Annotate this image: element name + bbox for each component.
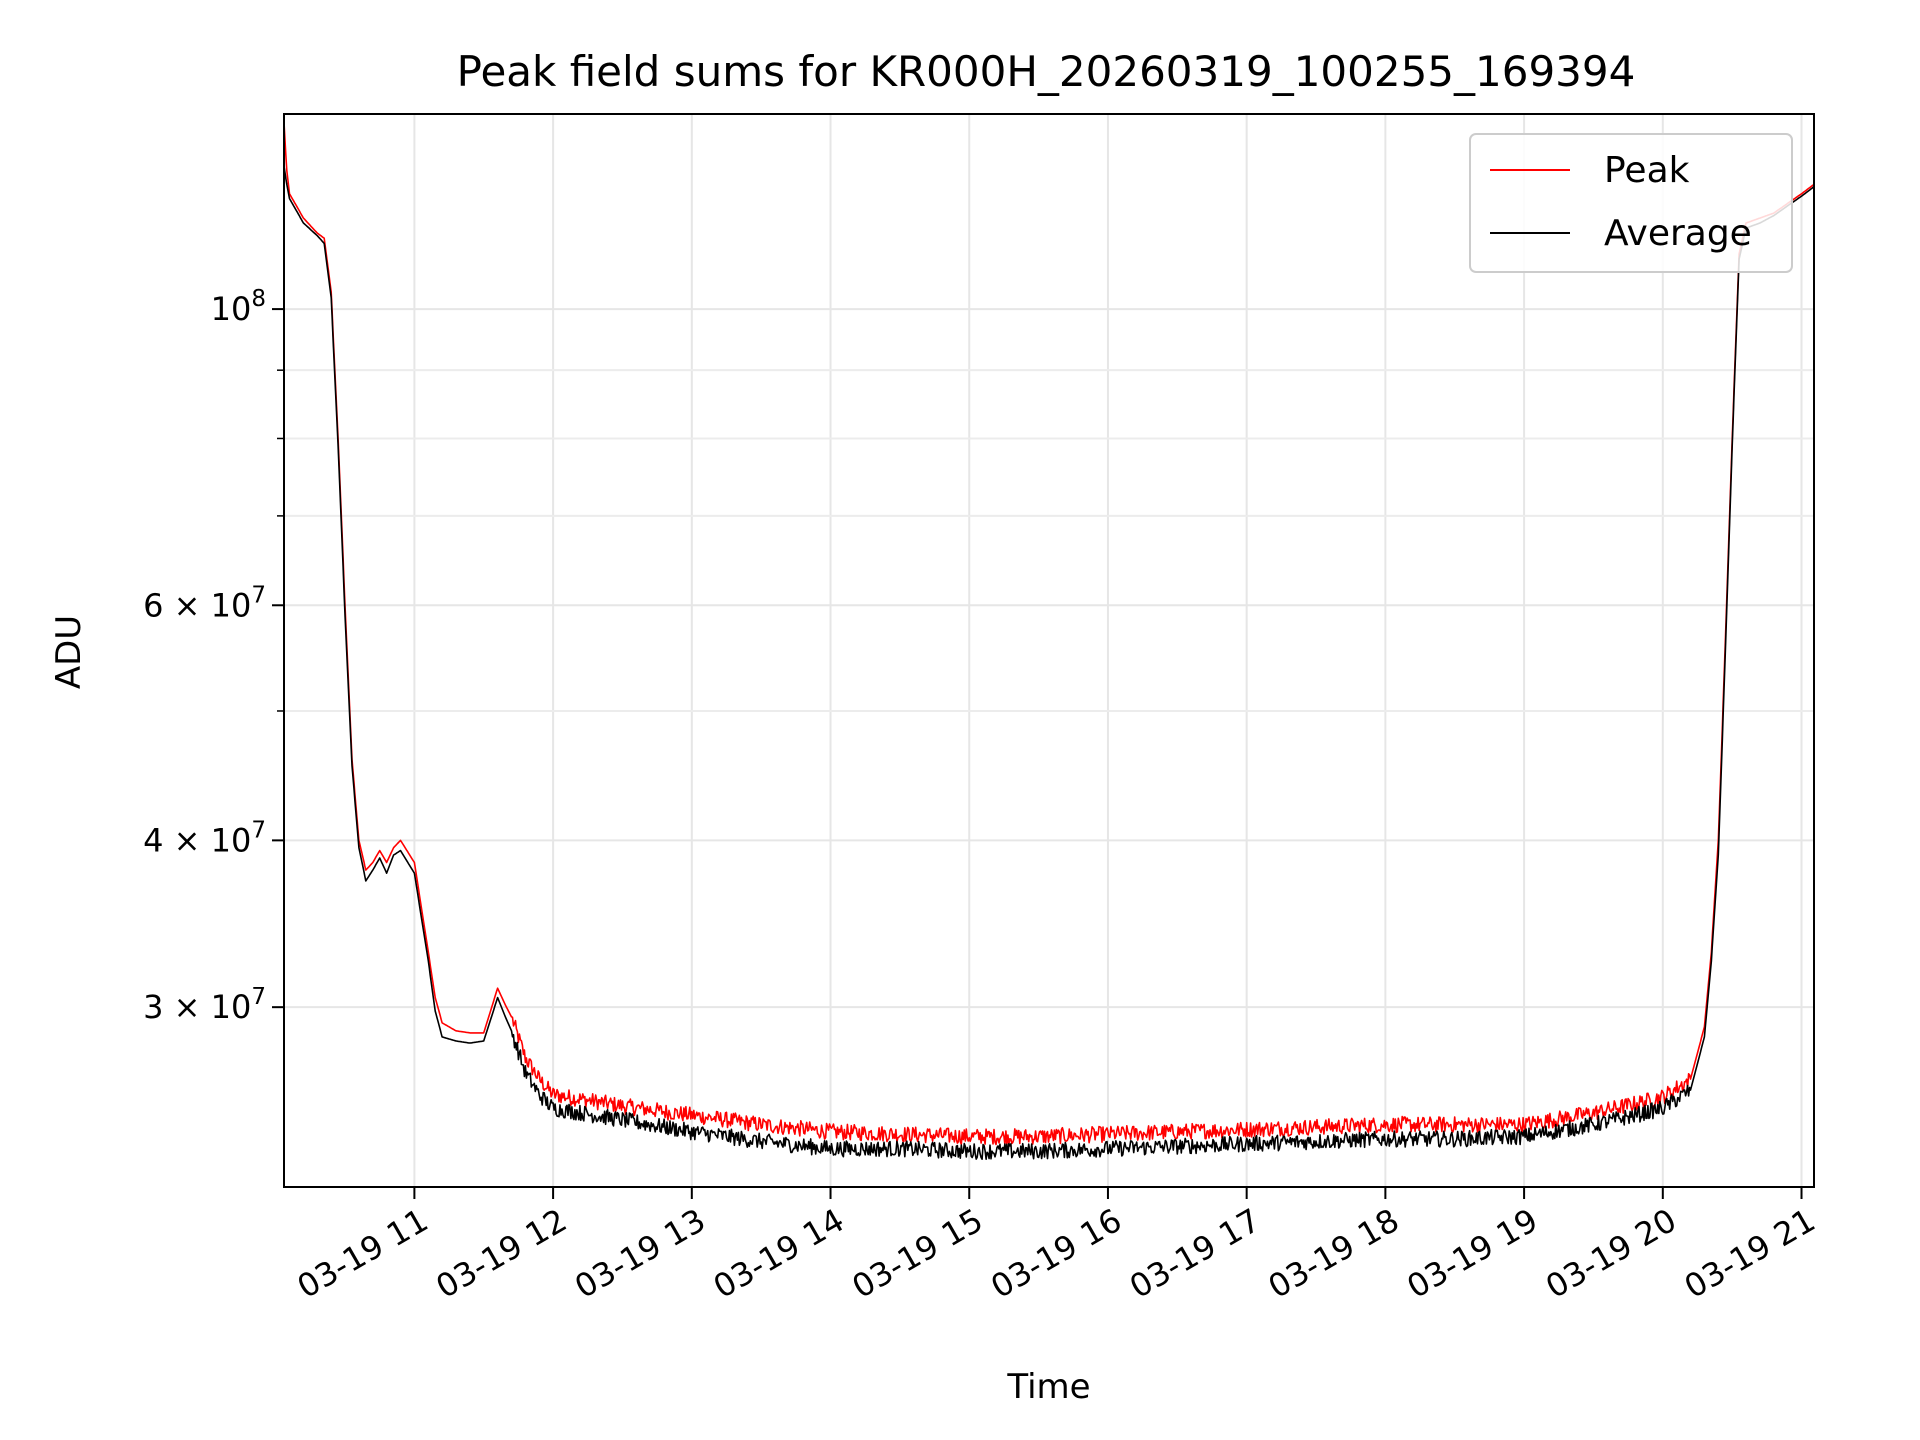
y-tick-label: 108 [211,286,266,328]
legend-label-average: Average [1604,213,1752,254]
y-axis: 3 × 107 4 × 107 6 × 107 108 [143,286,284,1026]
x-axis-label: Time [1006,1367,1090,1407]
y-tick-label: 3 × 107 [143,984,266,1026]
y-tick-label: 4 × 107 [143,817,266,859]
legend-label-peak: Peak [1604,150,1690,191]
plot-frame [283,113,1815,1188]
series-line-peak [284,122,1814,1146]
series-layer [284,122,1814,1160]
y-axis-label: ADU [49,615,89,689]
legend: Peak Average [1469,133,1793,273]
grid [284,114,1814,1187]
y-tick-label: 6 × 107 [143,582,266,624]
chart-title: Peak field sums for KR000H_20260319_1002… [457,47,1636,96]
legend-frame [1469,133,1793,273]
series-line-average [284,165,1814,1160]
